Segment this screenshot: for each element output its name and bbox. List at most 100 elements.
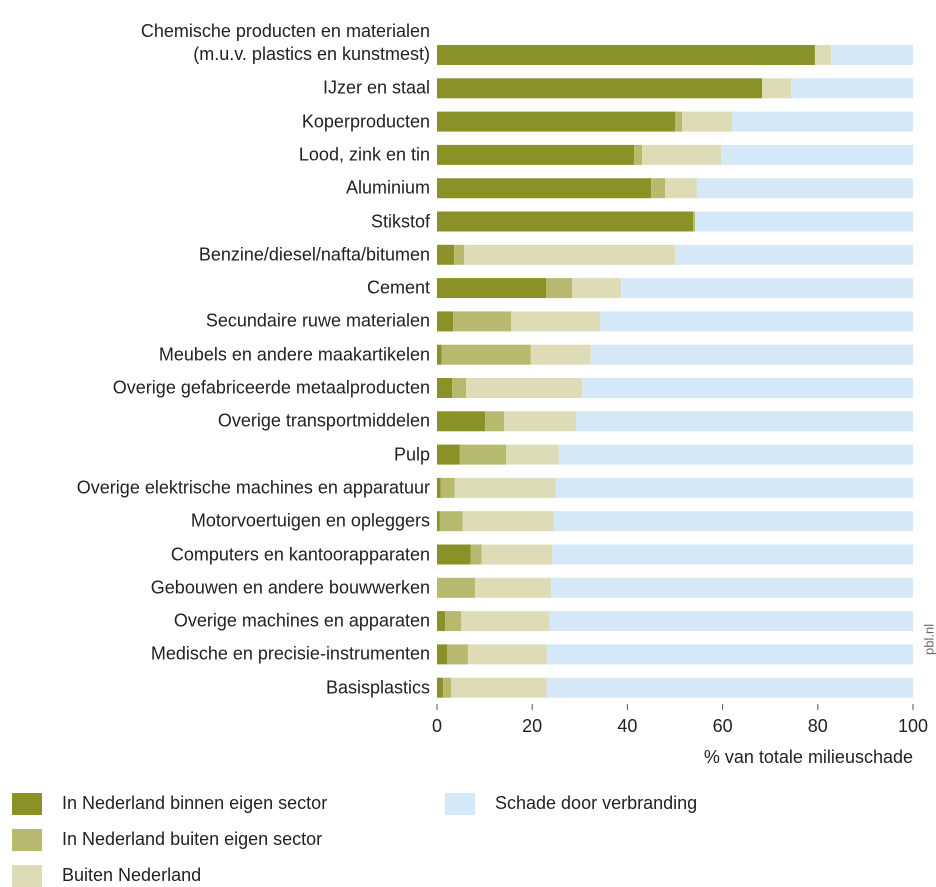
category-label: Motorvoertuigen en opleggers [190,510,430,531]
bar-segment [445,611,462,632]
bar-segment [452,378,467,398]
bar-segment [572,278,622,299]
bar-segment [511,311,601,332]
x-tick-label: 40 [617,716,637,736]
bar-segment [443,677,452,698]
bar-segment [651,178,666,199]
bar-segment [437,311,454,332]
bar-segment [530,344,591,365]
x-tick-label: 100 [898,716,928,736]
bar-segment [621,278,913,299]
category-label: Overige machines en apparaten [173,610,430,631]
bar-segment [437,178,652,199]
bar-segment [466,378,583,398]
legend-swatch [12,829,42,851]
bar-segment [440,477,455,498]
category-label: Gebouwen en andere bouwwerken [150,577,430,598]
category-label: Chemische producten en materialen (m.u.v… [140,21,430,64]
bar-segment [551,577,913,598]
bar-segment [467,644,547,665]
bar-segment [470,544,482,565]
bar-segment [575,411,913,432]
category-label: Aluminium [345,177,430,198]
legend-swatch [12,865,42,887]
bar-segment [459,444,507,465]
bar-segment [675,244,913,265]
legend-label: In Nederland buiten eigen sector [62,829,322,849]
category-label: Basisplastics [325,677,430,698]
category-label: Secundaire ruwe materialen [205,310,430,331]
category-label: Stikstof [370,211,430,231]
bar-segment [437,211,694,232]
bar-segment [437,344,442,365]
x-tick-label: 0 [432,716,442,736]
bar-segment [732,111,913,132]
bar-segment [558,444,913,465]
bar-segment [791,78,913,99]
bar-segment [682,111,733,132]
bar-segment [437,477,441,498]
bar-segment [454,477,556,498]
category-label: Lood, zink en tin [298,144,430,165]
bar-segment [485,411,505,432]
category-label: IJzer en staal [322,77,430,98]
bar-segment [555,477,913,498]
bar-segment [437,45,815,65]
category-label: Overige transportmiddelen [217,410,430,431]
bar-segment [437,244,455,265]
bar-segment [600,311,913,332]
bar-segment [634,144,643,165]
bar-segment [549,611,913,632]
x-tick-label: 60 [713,716,733,736]
bar-segment [437,544,471,565]
bar-segment [437,577,476,598]
bar-segment [437,511,440,532]
bar-segment [453,311,512,332]
bar-segment [642,144,722,165]
bar-segment [454,244,465,265]
legend-swatch [12,793,42,815]
bar-segment [590,344,913,365]
bar-segment [461,611,550,632]
x-axis-title: % van totale milieuschade [704,747,913,767]
bar-segment [437,644,447,665]
bar-segment [675,111,683,132]
bar-segment [552,544,913,565]
category-label: Meubels en andere maakartikelen [158,344,430,365]
legend-label: Buiten Nederland [62,865,201,885]
category-label: Medische en precisie-instrumenten [150,643,430,664]
bar-segment [504,411,576,432]
bar-segment [696,178,913,199]
bar-segment [437,111,675,132]
bar-segment [437,611,446,632]
category-label: Overige gefabriceerde metaalproducten [112,377,430,398]
bar-segment [582,378,913,398]
category-label: Overige elektrische machines en apparatu… [76,477,430,498]
bar-segment [437,144,635,165]
legend-label: In Nederland binnen eigen sector [62,793,327,813]
bar-segment [506,444,559,465]
x-tick-label: 80 [808,716,828,736]
legend-swatch [445,793,475,815]
bar-segment [546,644,913,665]
bar-segment [437,411,486,432]
source: pbl.nl [921,624,936,655]
bar-segment [451,677,547,698]
category-label: Cement [366,277,430,298]
bar-segment [437,444,460,465]
x-tick-label: 20 [522,716,542,736]
bar-segment [481,544,553,565]
bar-segment [546,278,573,299]
bar-segment [721,144,913,165]
bar-segment [437,677,444,698]
category-label: Koperproducten [301,111,430,132]
bar-segment [439,511,463,532]
category-label: Benzine/diesel/nafta/bitumen [198,244,430,265]
bar-segment [762,78,792,99]
category-label: Pulp [393,444,430,465]
bar-segment [694,211,913,232]
bar-segment [437,278,547,299]
bar-segment [814,45,832,65]
